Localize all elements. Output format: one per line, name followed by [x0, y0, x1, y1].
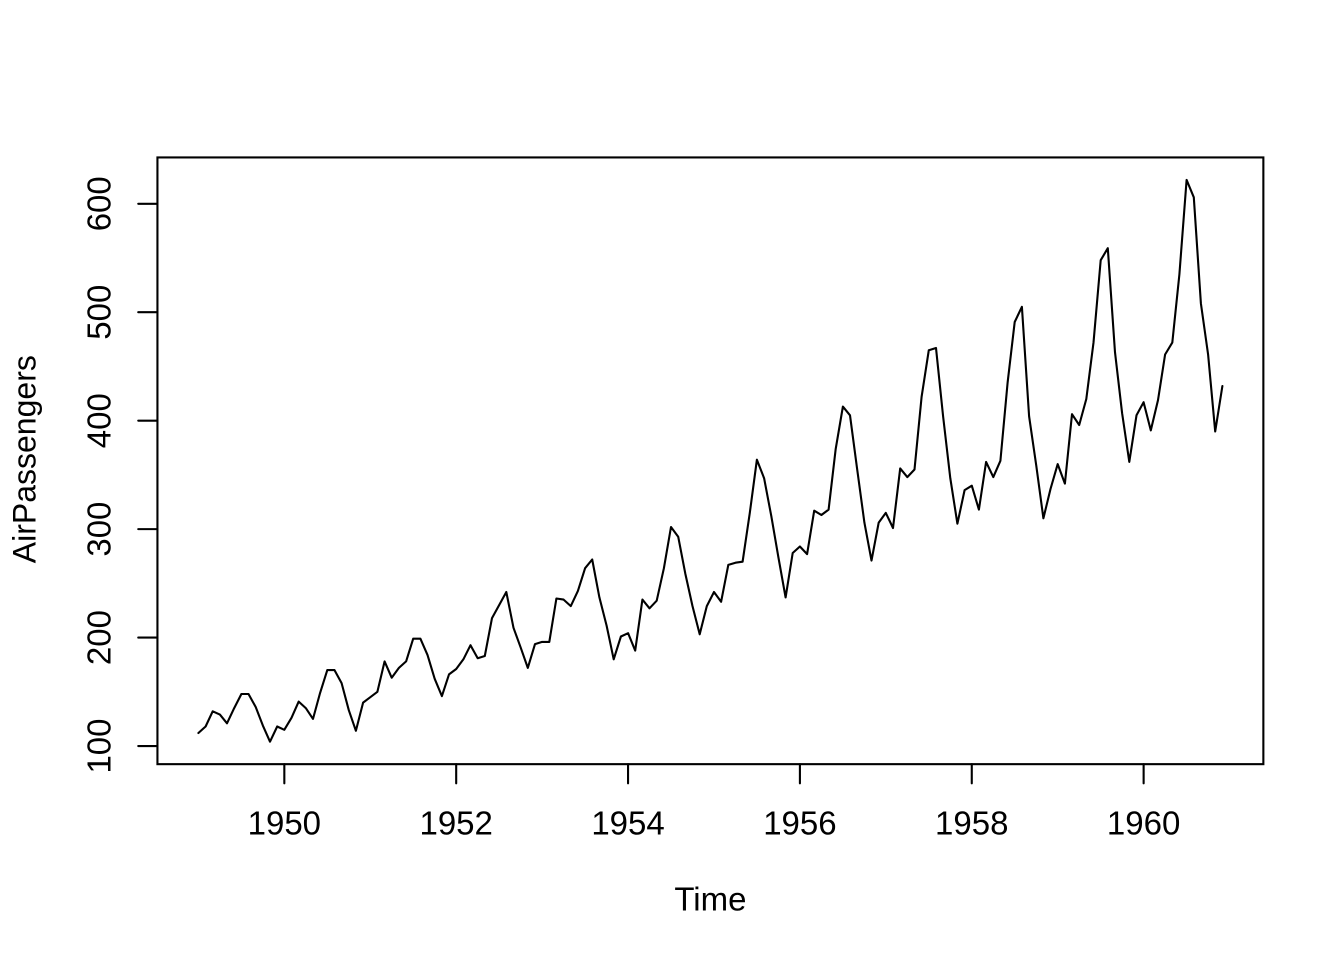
svg-text:1950: 1950 [248, 805, 321, 842]
svg-text:200: 200 [81, 610, 118, 665]
svg-text:Time: Time [674, 881, 746, 918]
svg-text:600: 600 [81, 176, 118, 231]
svg-text:1960: 1960 [1107, 805, 1180, 842]
svg-text:1956: 1956 [763, 805, 836, 842]
svg-text:100: 100 [81, 718, 118, 773]
svg-text:1954: 1954 [591, 805, 664, 842]
svg-text:400: 400 [81, 393, 118, 448]
svg-text:300: 300 [81, 502, 118, 557]
svg-text:500: 500 [81, 285, 118, 340]
svg-text:1958: 1958 [935, 805, 1008, 842]
svg-text:1952: 1952 [419, 805, 492, 842]
svg-text:AirPassengers: AirPassengers [6, 355, 42, 563]
